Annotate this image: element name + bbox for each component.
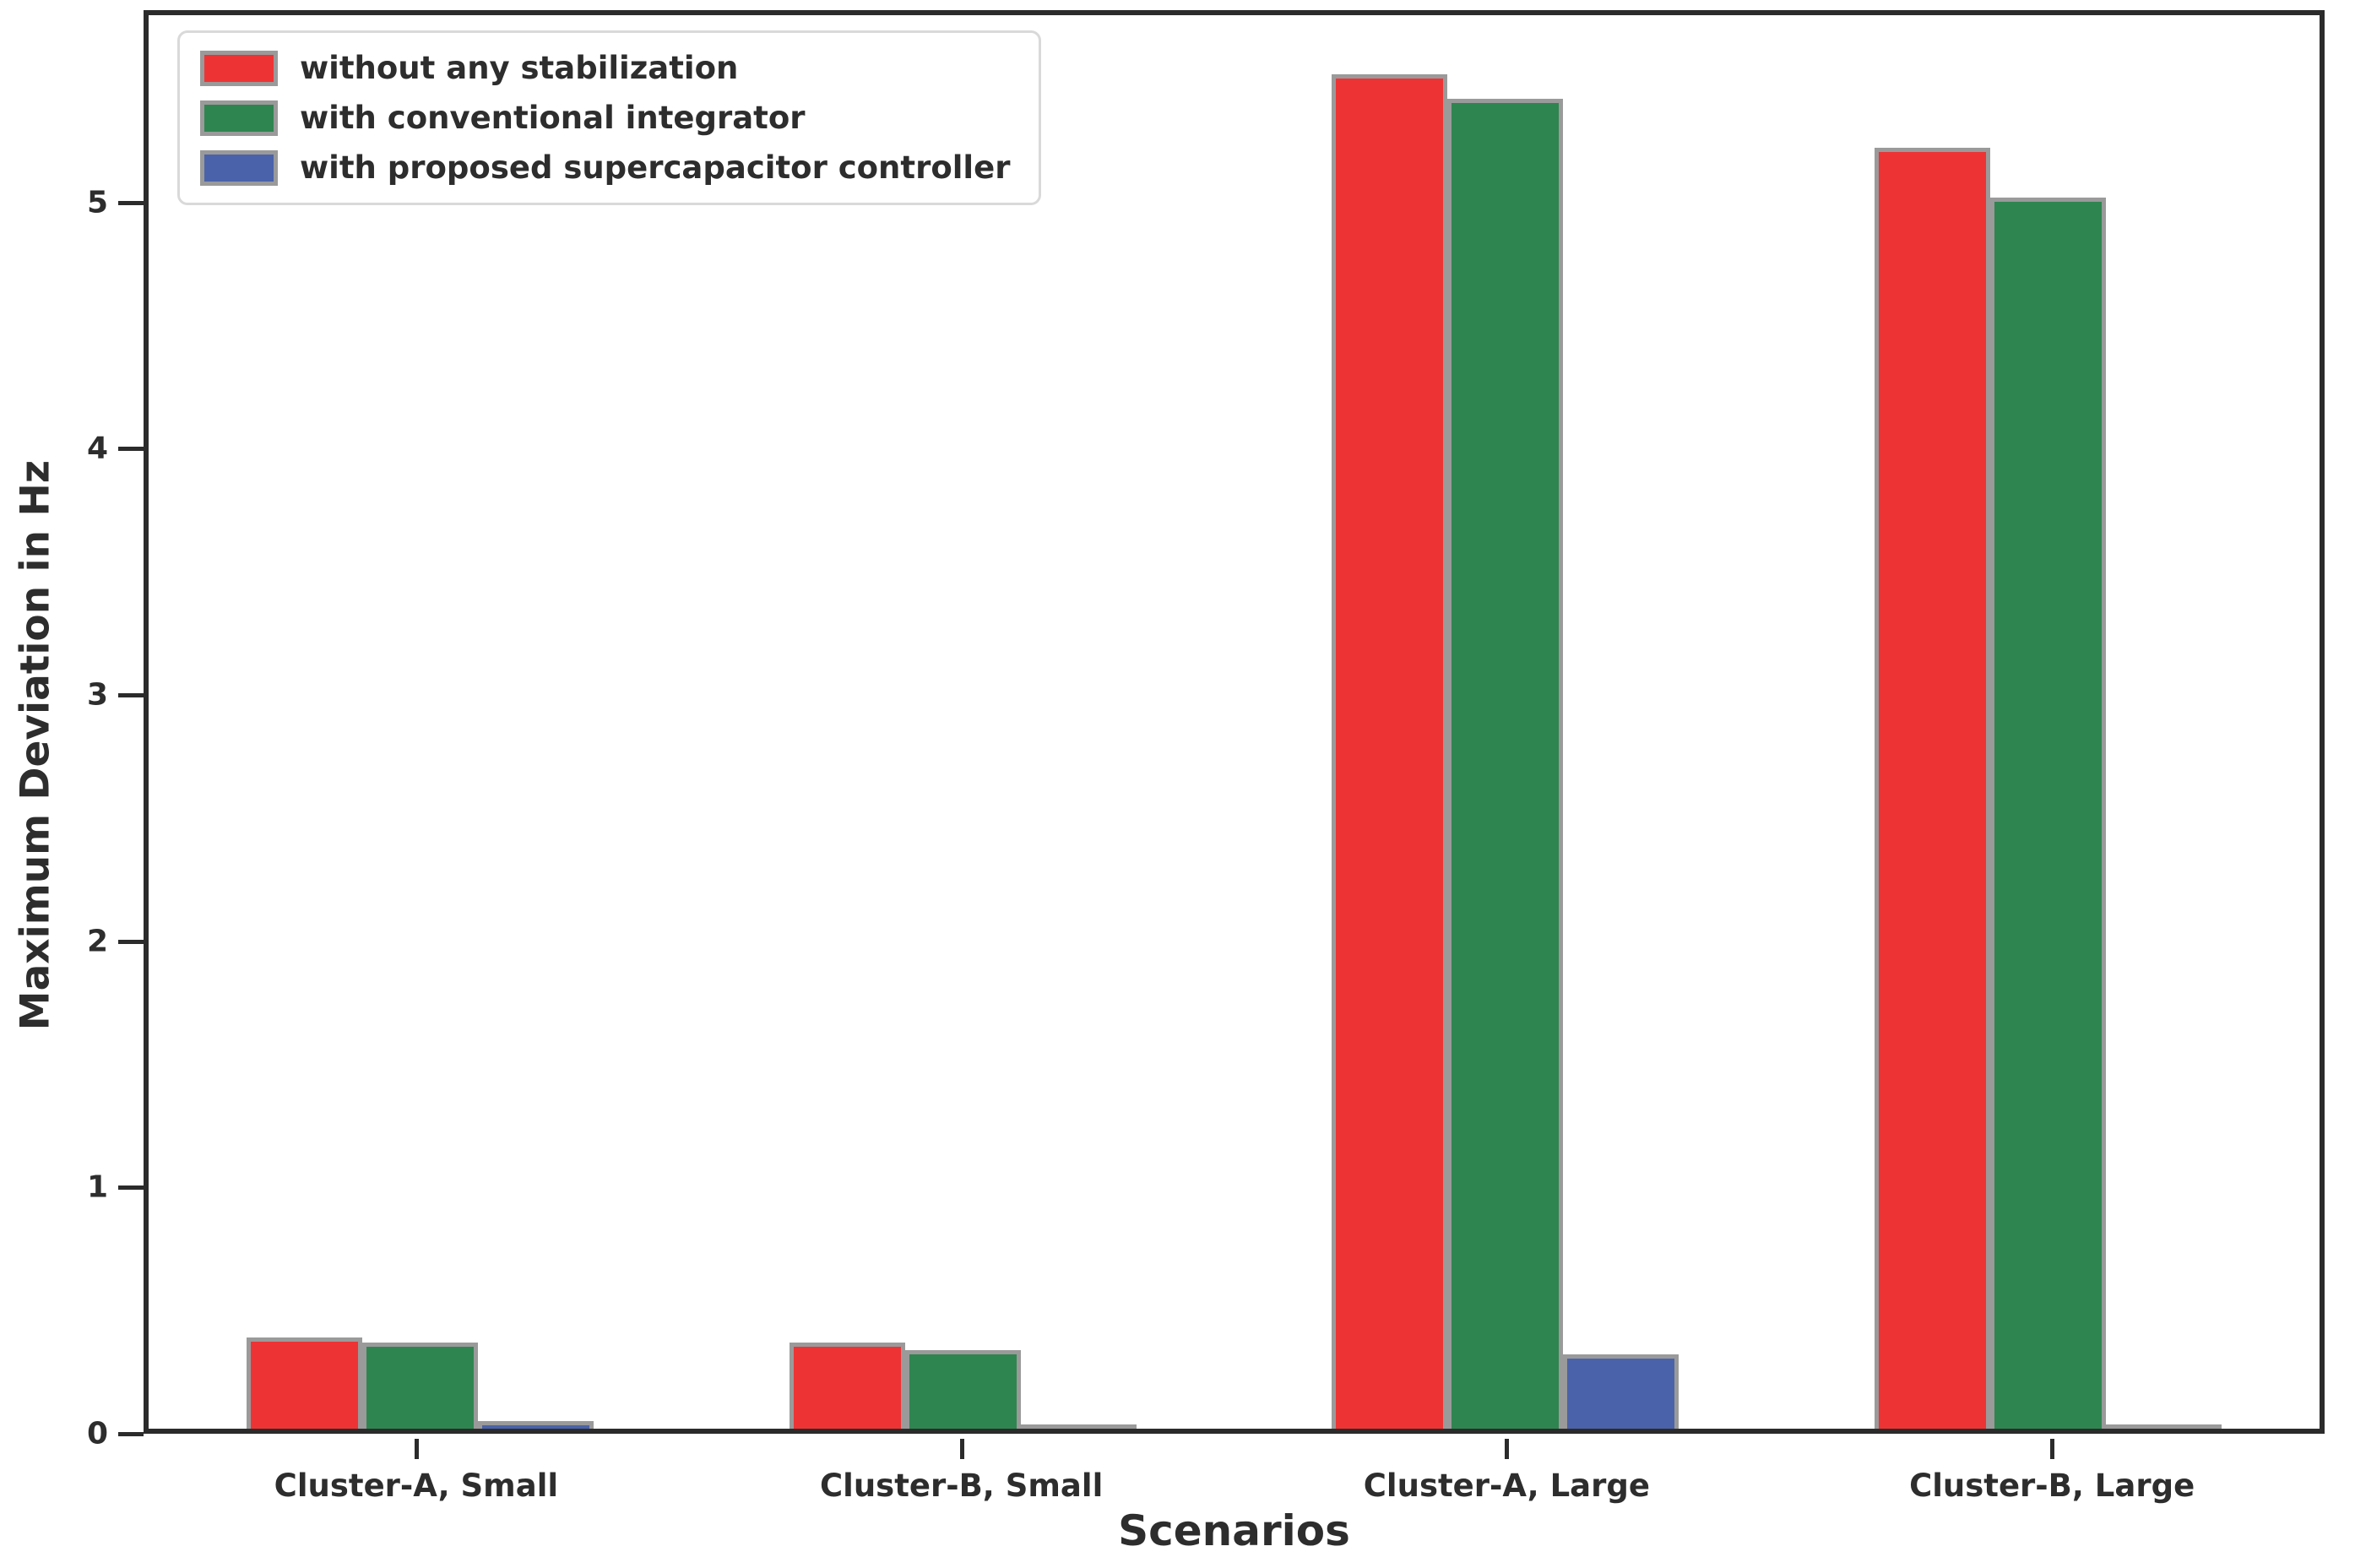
y-tick-mark — [118, 1185, 144, 1191]
y-tick-label: 0 — [86, 1416, 108, 1451]
bar-group-1 — [149, 15, 692, 1429]
bar-series-2-group-2 — [904, 1350, 1021, 1429]
bar-series-2-group-1 — [361, 1343, 478, 1429]
bar-series-2-group-4 — [1990, 198, 2107, 1429]
x-tick-label: Cluster-B, Small — [819, 1468, 1104, 1504]
y-tick-mark — [118, 939, 144, 944]
y-tick-label: 3 — [86, 677, 108, 713]
x-tick-label: Cluster-A, Small — [274, 1468, 559, 1504]
bar-group-3 — [1234, 15, 1777, 1429]
bar-series-3-group-4 — [2106, 1424, 2222, 1429]
x-tick-mark — [2050, 1439, 2055, 1459]
x-tick-mark — [414, 1439, 419, 1459]
y-tick-label: 1 — [86, 1169, 108, 1205]
y-tick-mark — [118, 447, 144, 452]
bar-group-4 — [1777, 15, 2320, 1429]
bar-series-1-group-3 — [1332, 74, 1448, 1429]
y-tick-mark — [118, 200, 144, 205]
legend: without any stabilization with convention… — [177, 30, 1042, 205]
legend-item-2: with conventional integrator — [200, 100, 1010, 136]
y-tick-label: 5 — [86, 185, 108, 220]
legend-label: without any stabilization — [300, 50, 739, 86]
legend-label: with conventional integrator — [300, 100, 806, 136]
x-tick-label: Cluster-B, Large — [1909, 1468, 2195, 1504]
bar-series-1-group-4 — [1875, 148, 1991, 1429]
x-tick-label: Cluster-A, Large — [1363, 1468, 1650, 1504]
y-tick-label: 4 — [86, 431, 108, 466]
y-axis-label: Maximum Deviation in Hz — [12, 459, 59, 1031]
legend-item-1: without any stabilization — [200, 50, 1010, 86]
bar-series-3-group-3 — [1563, 1354, 1679, 1429]
bar-series-3-group-2 — [1020, 1424, 1137, 1429]
x-axis-label: Scenarios — [1118, 1506, 1350, 1555]
legend-swatch-icon — [200, 50, 278, 86]
y-tick-label: 2 — [86, 924, 108, 959]
x-tick-mark — [959, 1439, 964, 1459]
y-tick-mark — [118, 1432, 144, 1436]
bar-group-2 — [692, 15, 1234, 1429]
legend-swatch-icon — [200, 100, 278, 136]
x-tick-mark — [1505, 1439, 1510, 1459]
bar-series-1-group-2 — [789, 1343, 905, 1429]
bar-series-3-group-1 — [477, 1421, 594, 1429]
bar-series-1-group-1 — [246, 1337, 362, 1429]
y-tick-mark — [118, 692, 144, 697]
bar-groups — [149, 15, 2320, 1429]
legend-label: with proposed supercapacitor controller — [300, 149, 1011, 186]
legend-item-3: with proposed supercapacitor controller — [200, 149, 1010, 186]
legend-swatch-icon — [200, 149, 278, 186]
plot-area: without any stabilization with convention… — [144, 10, 2325, 1434]
bar-series-2-group-3 — [1447, 99, 1564, 1429]
